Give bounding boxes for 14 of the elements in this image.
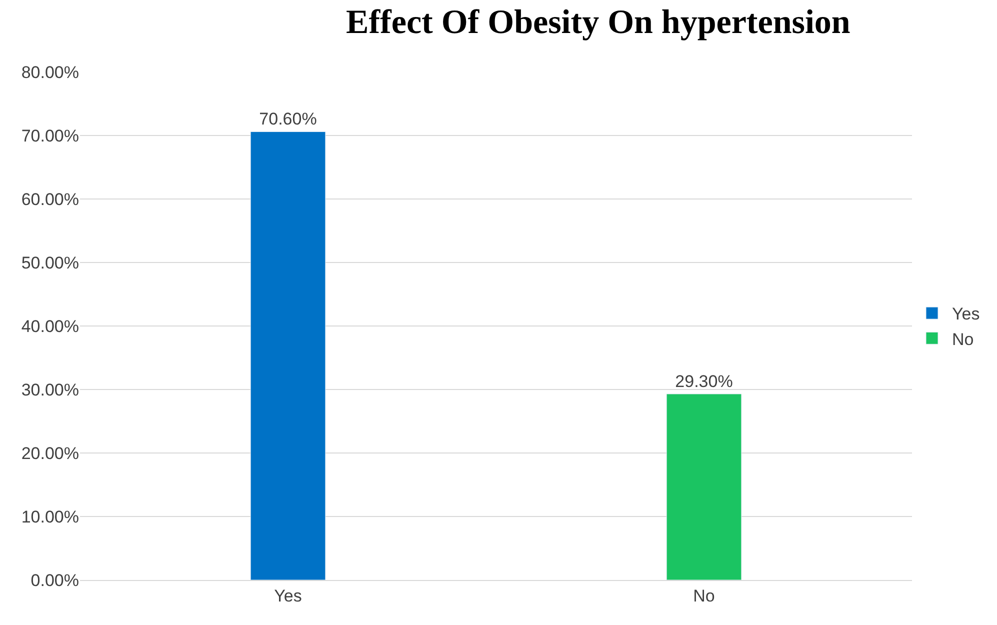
y-tick-label: 20.00% [21,444,79,463]
legend-label: No [952,330,974,349]
data-label: 70.60% [259,110,317,129]
y-tick-label: 0.00% [30,570,79,590]
legend-label: Yes [952,304,980,324]
y-tick-label: 30.00% [21,380,79,400]
y-tick-label: 40.00% [21,316,79,336]
chart-title: Effect Of Obesity On hypertension [346,4,850,42]
y-tick-label: 10.00% [21,507,79,526]
data-label: 29.30% [675,372,733,391]
y-tick-label: 60.00% [21,190,79,209]
y-tick-label: 50.00% [21,253,79,272]
y-tick-label: 80.00% [21,62,79,82]
y-tick-label: 70.00% [21,126,79,146]
